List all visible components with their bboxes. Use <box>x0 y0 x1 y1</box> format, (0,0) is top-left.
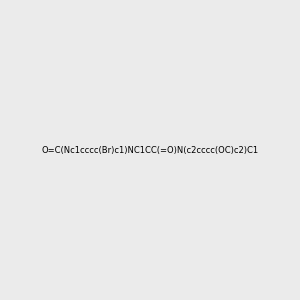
Text: O=C(Nc1cccc(Br)c1)NC1CC(=O)N(c2cccc(OC)c2)C1: O=C(Nc1cccc(Br)c1)NC1CC(=O)N(c2cccc(OC)c… <box>41 146 259 154</box>
